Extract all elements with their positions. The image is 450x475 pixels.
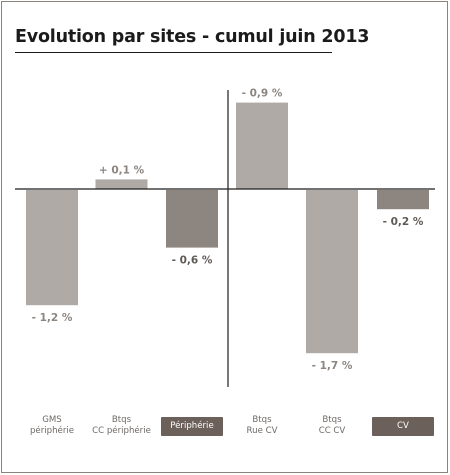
- category-label-line: Btqs: [111, 415, 132, 425]
- bar-1: [95, 179, 148, 189]
- bar-0: [26, 190, 78, 306]
- bar-5: [377, 190, 429, 210]
- category-label-line: Btqs: [322, 415, 342, 425]
- category-label-line: GMS: [42, 415, 62, 425]
- category-label-0: GMS périphérie: [21, 415, 83, 437]
- data-label-0: - 1,2 %: [32, 312, 73, 324]
- category-label-line: Rue CV: [246, 426, 278, 436]
- category-label-5: CV: [372, 417, 434, 436]
- category-label-line: CV: [397, 421, 409, 431]
- category-label-line: Btqs: [252, 415, 272, 425]
- data-label-2: - 0,6 %: [172, 255, 213, 267]
- category-label-line: CC périphérie: [92, 426, 151, 436]
- category-label-2: Périphérie: [161, 417, 223, 436]
- data-label-3: - 0,9 %: [242, 88, 283, 100]
- category-label-3: Btqs Rue CV: [231, 415, 293, 437]
- data-label-4: - 1,7 %: [312, 360, 353, 372]
- category-label-line: périphérie: [29, 426, 75, 436]
- bar-3: [236, 102, 288, 189]
- category-label-4: Btqs CC CV: [301, 415, 363, 437]
- data-label-1: + 0,1 %: [99, 164, 145, 176]
- category-label-line: CC CV: [318, 426, 346, 436]
- bar-4: [306, 190, 358, 354]
- chart-title: Evolution par sites - cumul juin 2013: [15, 27, 370, 47]
- title-underline: [15, 52, 332, 53]
- category-label-line: Périphérie: [170, 421, 214, 431]
- bar-2: [166, 190, 218, 248]
- data-label-5: - 0,2 %: [383, 216, 424, 228]
- category-label-1: Btqs CC périphérie: [91, 415, 153, 437]
